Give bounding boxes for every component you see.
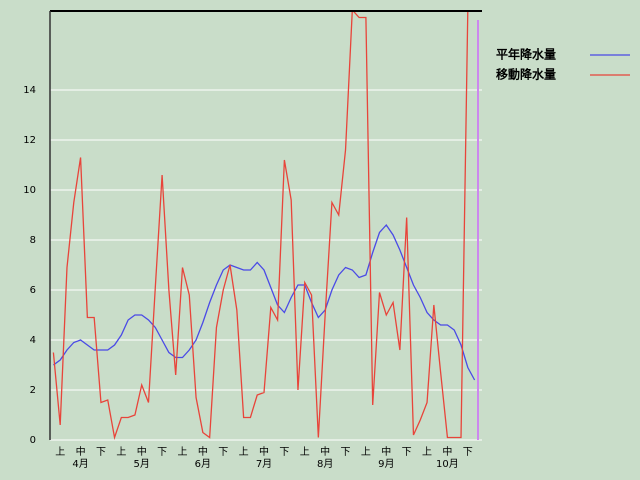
x-tick-label: 上 — [55, 446, 65, 458]
x-tick-label: 中 — [76, 445, 86, 458]
legend-label: 平年降水量 — [496, 47, 556, 62]
month-label: 9月 — [378, 458, 394, 470]
plot — [52, 11, 476, 440]
x-tick-label: 下 — [218, 447, 228, 458]
y-tick-label: 8 — [30, 235, 36, 246]
x-tick-label: 上 — [116, 446, 126, 458]
x-tick-label: 上 — [177, 446, 187, 458]
series-line — [52, 11, 469, 440]
x-tick-label: 下 — [463, 447, 473, 458]
month-label: 10月 — [436, 458, 459, 470]
grid — [50, 89, 482, 441]
y-tick-label: 10 — [23, 185, 36, 196]
y-tick-label: 0 — [30, 435, 36, 446]
x-tick-label: 下 — [96, 447, 106, 458]
x-tick-label: 中 — [259, 445, 269, 458]
x-tick-label: 下 — [341, 447, 351, 458]
x-tick-label: 上 — [300, 446, 310, 458]
x-tick-label: 中 — [198, 445, 208, 458]
x-tick-label: 上 — [239, 446, 249, 458]
x-tick-label: 下 — [402, 447, 412, 458]
x-tick-label: 下 — [279, 447, 289, 458]
month-label: 4月 — [72, 458, 88, 470]
y-tick-label: 6 — [30, 285, 36, 296]
x-tick-label: 上 — [361, 446, 371, 458]
x-tick-label: 下 — [157, 447, 167, 458]
y-tick-label: 12 — [23, 135, 36, 146]
x-tick-label: 中 — [320, 445, 330, 458]
x-tick-label: 中 — [381, 445, 391, 458]
x-tick-label: 中 — [137, 445, 147, 458]
legend-label: 移動降水量 — [496, 67, 556, 82]
month-label: 8月 — [317, 458, 333, 470]
y-tick-label: 4 — [30, 335, 36, 346]
x-tick-label: 中 — [442, 445, 452, 458]
month-label: 5月 — [134, 458, 150, 470]
labels: 02468101214上中下上中下上中下上中下上中下上中下上中下4月 5月 6月 7月… — [23, 85, 473, 470]
month-label: 6月 — [195, 458, 211, 470]
x-tick-label: 上 — [422, 446, 432, 458]
month-label: 7月 — [256, 458, 272, 470]
y-tick-label: 2 — [30, 385, 36, 396]
y-tick-label: 14 — [23, 85, 36, 96]
